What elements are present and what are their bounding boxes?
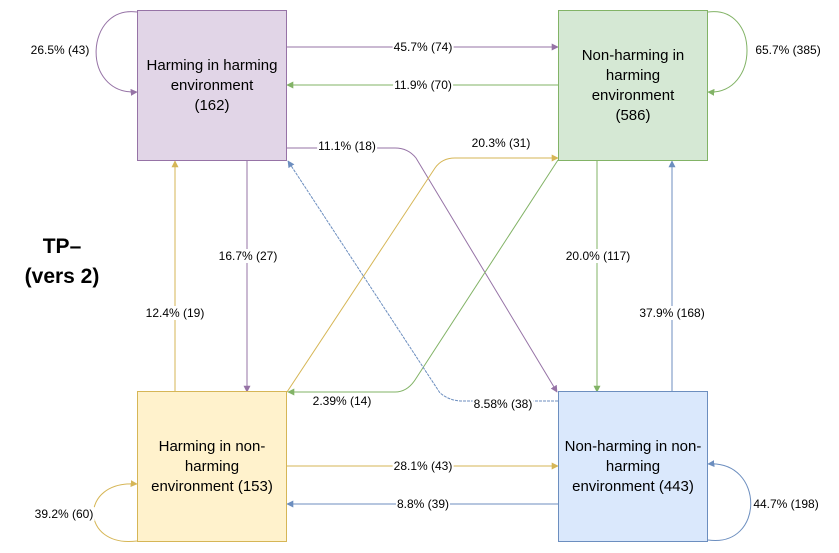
node-nonharming-in-nonharming: Non-harming in non- harming environment … bbox=[558, 391, 708, 542]
edge-nh-hn bbox=[287, 159, 559, 396]
node-harming-in-nonharming: Harming in non- harming environment (153… bbox=[137, 391, 287, 542]
edge-label-hh-nh: 45.7% (74) bbox=[392, 40, 454, 54]
edge-hh-self bbox=[95, 11, 138, 96]
edge-nh-self bbox=[707, 11, 748, 96]
edge-label-hh-hn: 16.7% (27) bbox=[217, 249, 279, 263]
diagram-title: TP– (vers 2) bbox=[24, 235, 100, 288]
edge-label-hn-self: 39.2% (60) bbox=[33, 507, 95, 521]
edge-label-hn-nn: 28.1% (43) bbox=[392, 459, 454, 473]
edge-hn-nh bbox=[286, 154, 559, 393]
edge-label-nn-nh: 37.9% (168) bbox=[638, 306, 706, 320]
edge-label-nh-nn: 20.0% (117) bbox=[564, 249, 632, 263]
node-nonharming-in-harming: Non-harming in harming environment (586) bbox=[558, 10, 708, 161]
edge-label-hh-self: 26.5% (43) bbox=[29, 43, 91, 57]
edge-label-nn-self: 44.7% (198) bbox=[752, 497, 820, 511]
edge-label-nn-hn: 8.8% (39) bbox=[395, 497, 451, 511]
edge-label-hn-hh: 12.4% (19) bbox=[144, 306, 206, 320]
edge-label-nn-hh: 8.58% (38) bbox=[472, 397, 534, 411]
edge-label-hh-nn: 11.1% (18) bbox=[317, 139, 377, 153]
edge-label-nh-self: 65.7% (385) bbox=[754, 43, 822, 57]
edge-label-nh-hh: 11.9% (70) bbox=[393, 78, 453, 92]
edge-hh-nn bbox=[287, 147, 558, 393]
edge-label-nh-hn: 2.39% (14) bbox=[311, 394, 373, 408]
edge-label-hn-nh: 20.3% (31) bbox=[470, 136, 532, 150]
edge-nn-hh bbox=[287, 160, 558, 402]
edge-hn-self bbox=[93, 480, 138, 542]
node-harming-in-harming: Harming in harming environment (162) bbox=[137, 10, 287, 161]
edge-nn-self bbox=[707, 460, 752, 541]
